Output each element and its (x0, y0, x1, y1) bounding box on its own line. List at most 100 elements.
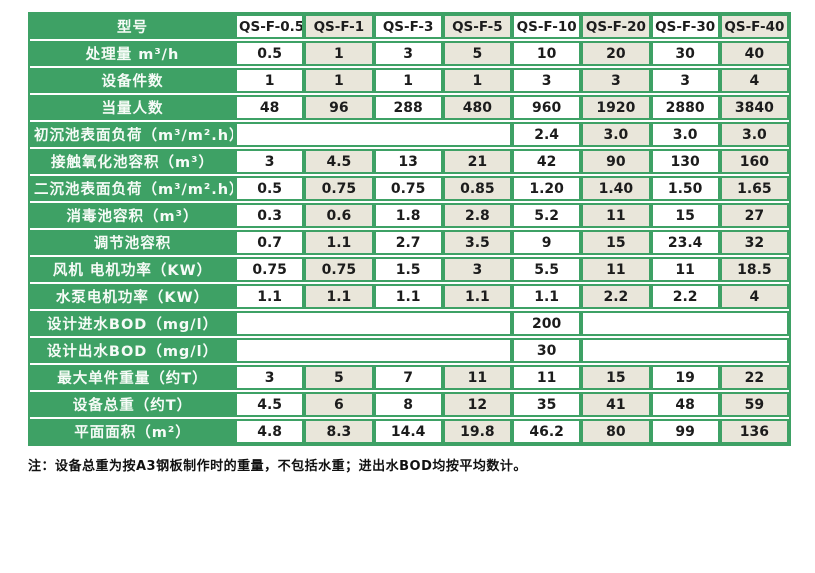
value-cell: 160 (719, 149, 789, 174)
spec-row: 初沉池表面负荷（m³/m².h） 2.4 3.0 3.0 3.0 (30, 122, 789, 147)
value-cell: 1.1 (442, 284, 512, 309)
value-cell: 1 (235, 68, 305, 93)
value-cell: 5 (304, 365, 374, 390)
row-label-cell: 当量人数 (30, 95, 235, 120)
value-cell: 23.4 (650, 230, 720, 255)
value-cell: 1.1 (373, 284, 443, 309)
value-cell: 4.8 (235, 419, 305, 444)
value-cell: 3 (442, 257, 512, 282)
value-cell: 22 (719, 365, 789, 390)
value-cell: 1.5 (373, 257, 443, 282)
spec-row: 设计进水BOD（mg/l） 200 (30, 311, 789, 336)
value-cell: 80 (581, 419, 651, 444)
value-cell: 90 (581, 149, 651, 174)
value-cell: 15 (650, 203, 720, 228)
footnote: 注：设备总重为按A3钢板制作时的重量，不包括水重；进出水BOD均按平均数计。 (28, 459, 527, 474)
value-cell: 9 (512, 230, 582, 255)
value-cell: 2.8 (442, 203, 512, 228)
value-cell: 0.5 (235, 41, 305, 66)
value-cell: 4.5 (304, 149, 374, 174)
value-cell: 1.50 (650, 176, 720, 201)
value-cell: 20 (581, 41, 651, 66)
value-cell: 10 (512, 41, 582, 66)
page: 型号 QS-F-0.5 QS-F-1 QS-F-3 QS-F-5 QS-F-10 QS-F-… (28, 12, 791, 474)
value-cell: 99 (650, 419, 720, 444)
model-header-row: 型号 QS-F-0.5 QS-F-1 QS-F-3 QS-F-5 QS-F-10 QS-F-… (30, 14, 789, 39)
value-cell: 3.0 (650, 122, 720, 147)
value-cell: 3.5 (442, 230, 512, 255)
row-label-cell: 设备总重（约T） (30, 392, 235, 417)
value-cell: 3 (650, 68, 720, 93)
value-cell: 48 (650, 392, 720, 417)
model-header-cell: QS-F-3 (373, 14, 443, 39)
value-cell: 3 (581, 68, 651, 93)
value-cell: 0.75 (373, 176, 443, 201)
value-cell: 4 (719, 68, 789, 93)
value-cell: 11 (581, 257, 651, 282)
value-cell: 5 (442, 41, 512, 66)
value-cell: 11 (442, 365, 512, 390)
value-cell: 13 (373, 149, 443, 174)
value-cell: 1 (304, 68, 374, 93)
value-cell: 1.1 (512, 284, 582, 309)
spec-row: 消毒池容积（m³） 0.3 0.6 1.8 2.8 5.2 11 15 27 (30, 203, 789, 228)
row-label-cell: 设计进水BOD（mg/l） (30, 311, 235, 336)
value-cell: 0.6 (304, 203, 374, 228)
value-cell: 480 (442, 95, 512, 120)
value-cell: 0.75 (304, 257, 374, 282)
row-label-cell: 最大单件重量（约T） (30, 365, 235, 390)
value-cell: 21 (442, 149, 512, 174)
value-cell: 0.7 (235, 230, 305, 255)
value-cell: 14.4 (373, 419, 443, 444)
empty-cell (581, 338, 789, 363)
value-cell: 42 (512, 149, 582, 174)
value-cell: 3 (373, 41, 443, 66)
value-cell: 8 (373, 392, 443, 417)
value-cell: 15 (581, 365, 651, 390)
value-cell: 0.3 (235, 203, 305, 228)
value-cell: 0.75 (304, 176, 374, 201)
spec-row: 设备件数 1 1 1 1 3 3 3 4 (30, 68, 789, 93)
value-cell: 19.8 (442, 419, 512, 444)
value-cell: 1.1 (235, 284, 305, 309)
value-cell: 15 (581, 230, 651, 255)
value-cell: 2.2 (581, 284, 651, 309)
value-cell: 27 (719, 203, 789, 228)
model-header-cell: QS-F-5 (442, 14, 512, 39)
row-label-cell: 初沉池表面负荷（m³/m².h） (30, 122, 235, 147)
spec-row: 水泵电机功率（KW） 1.1 1.1 1.1 1.1 1.1 2.2 2.2 4 (30, 284, 789, 309)
value-cell: 3840 (719, 95, 789, 120)
value-cell: 2.7 (373, 230, 443, 255)
row-label-cell: 二沉池表面负荷（m³/m².h） (30, 176, 235, 201)
value-cell: 35 (512, 392, 582, 417)
value-cell: 3 (235, 365, 305, 390)
value-cell: 200 (512, 311, 582, 336)
value-cell: 130 (650, 149, 720, 174)
spec-table: 型号 QS-F-0.5 QS-F-1 QS-F-3 QS-F-5 QS-F-10 QS-F-… (30, 14, 789, 444)
value-cell: 11 (512, 365, 582, 390)
spec-row: 平面面积（m²） 4.8 8.3 14.4 19.8 46.2 80 99 136 (30, 419, 789, 444)
value-cell: 1.1 (304, 230, 374, 255)
value-cell: 5.2 (512, 203, 582, 228)
value-cell: 1 (373, 68, 443, 93)
value-cell: 59 (719, 392, 789, 417)
value-cell: 3 (235, 149, 305, 174)
spec-row: 接触氧化池容积（m³） 3 4.5 13 21 42 90 130 160 (30, 149, 789, 174)
model-header-cell: QS-F-30 (650, 14, 720, 39)
empty-cell (235, 338, 512, 363)
value-cell: 11 (581, 203, 651, 228)
row-label-cell: 消毒池容积（m³） (30, 203, 235, 228)
row-label-cell: 接触氧化池容积（m³） (30, 149, 235, 174)
value-cell: 5.5 (512, 257, 582, 282)
value-cell: 30 (650, 41, 720, 66)
empty-cell (581, 311, 789, 336)
value-cell: 6 (304, 392, 374, 417)
value-cell: 8.3 (304, 419, 374, 444)
value-cell: 1.20 (512, 176, 582, 201)
row-label-cell: 风机 电机功率（KW） (30, 257, 235, 282)
row-label-cell: 平面面积（m²） (30, 419, 235, 444)
value-cell: 0.75 (235, 257, 305, 282)
value-cell: 4 (719, 284, 789, 309)
empty-cell (235, 122, 512, 147)
value-cell: 288 (373, 95, 443, 120)
